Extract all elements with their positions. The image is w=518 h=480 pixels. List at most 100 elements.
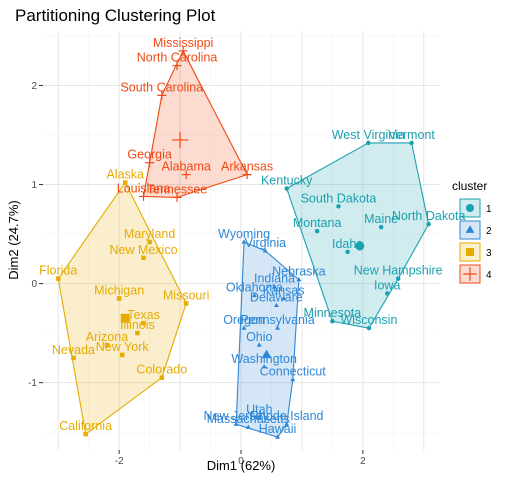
y-tick-label: 2 [31,81,37,92]
point-label: Connecticut [260,365,327,379]
point-label: Utah [246,402,272,416]
cluster-4-point [178,46,188,56]
cluster-2-point [245,424,251,429]
legend-label-2: 2 [486,226,492,237]
point-label: Nevada [52,343,95,357]
point-label: New Jersey [203,409,269,423]
cluster-1-point [345,249,350,255]
point-label: Vermont [388,128,435,142]
point-label: Iowa [374,278,400,292]
cluster-1-point [284,186,289,191]
legend-marker-1 [466,204,474,212]
y-tick-label: 1 [31,180,37,191]
point-label: Tennessee [147,182,208,196]
point-label: Illinois [120,318,155,332]
point-label: Colorado [136,363,187,377]
point-label: Kentucky [261,173,313,187]
y-tick-label: 0 [31,279,37,290]
point-label: New Hampshire [354,264,443,278]
legend-marker-3 [466,248,474,256]
point-label: California [59,419,112,433]
point-label: Minnesota [304,306,362,320]
cluster-1-point [378,224,384,230]
point-label: Mississippi [153,36,213,50]
cluster-2-centroid [261,349,272,359]
cluster-centroids [120,131,365,359]
cluster-2-point [296,276,302,282]
cluster-2-point [233,421,239,426]
point-label: North Carolina [137,51,218,65]
cluster-3-hull [57,182,187,435]
x-tick-label: -2 [115,456,124,467]
cluster-1-point [384,291,390,296]
y-axis-label: Dim2 (24.7%) [6,200,21,279]
cluster-1-point [336,204,341,209]
point-label: New York [96,340,150,354]
cluster-3-point [147,239,152,245]
cluster-4-point [181,170,191,180]
point-label: Indiana [254,272,295,286]
point-label: Ohio [246,330,272,344]
cluster-2-point [256,342,262,347]
point-label: Virginia [245,236,287,250]
cluster-1-point [395,276,401,281]
cluster-3-point [135,330,140,336]
point-label: New Mexico [109,243,177,257]
cluster-3-point [159,375,165,380]
cluster-2-point [241,239,247,244]
point-label: South Dakota [301,191,377,205]
cluster-4-centroid [171,131,189,149]
cluster-2-point [273,302,279,308]
point-label: Maine [364,212,398,226]
cluster-3-point [122,180,128,185]
point-label: North Dakota [392,209,466,223]
legend-label-1: 1 [486,204,492,215]
point-label: Georgia [127,148,172,162]
cluster-2-point [281,295,287,301]
point-label: Alaska [106,168,144,182]
point-label: West Virginia [332,128,405,142]
cluster-3-point [141,320,146,326]
cluster-4-point [139,191,149,201]
point-label: Wisconsin [340,313,397,327]
point-label: Michigan [94,283,144,297]
y-tick-label: -1 [28,378,37,389]
cluster-4-point [242,170,252,180]
cluster-2-point [251,292,257,298]
point-label: Kansas [263,283,305,297]
point-label: Texas [127,308,160,322]
point-label: Florida [39,264,77,278]
legend-label-3: 3 [486,248,492,259]
point-label: Hawaii [259,422,297,436]
legend-title: cluster [452,179,487,193]
cluster-2-point [241,325,247,330]
point-label: Idaho [332,237,363,251]
point-label: Maryland [124,227,175,241]
chart-title: Partitioning Clustering Plot [15,6,216,25]
cluster-2-point [290,377,296,382]
point-label: Nebraska [272,265,326,279]
point-label: Delaware [250,290,303,304]
point-label: Montana [293,216,342,230]
legend-label-4: 4 [486,270,492,281]
cluster-1-point [314,228,320,234]
cluster-3-point [183,301,189,306]
point-label: Missouri [163,288,210,302]
point-label: Arizona [86,330,128,344]
point-label: Oklahoma [226,280,283,294]
cluster-4-point [172,192,182,202]
point-label: Pennsylvania [240,313,314,327]
cluster-3-point [55,276,61,281]
cluster-3-point [116,296,122,301]
cluster-2-point [284,421,290,426]
cluster-4-point [145,158,155,168]
cluster-3-point [104,342,110,348]
axis-ticks: -2 0 2 -1 0 1 2 [28,81,366,467]
cluster-2-point [256,414,262,419]
point-label: Oregon [223,313,265,327]
legend-marker-2 [465,225,475,233]
cluster-2-point [275,325,281,330]
x-tick-label: 0 [238,456,244,467]
